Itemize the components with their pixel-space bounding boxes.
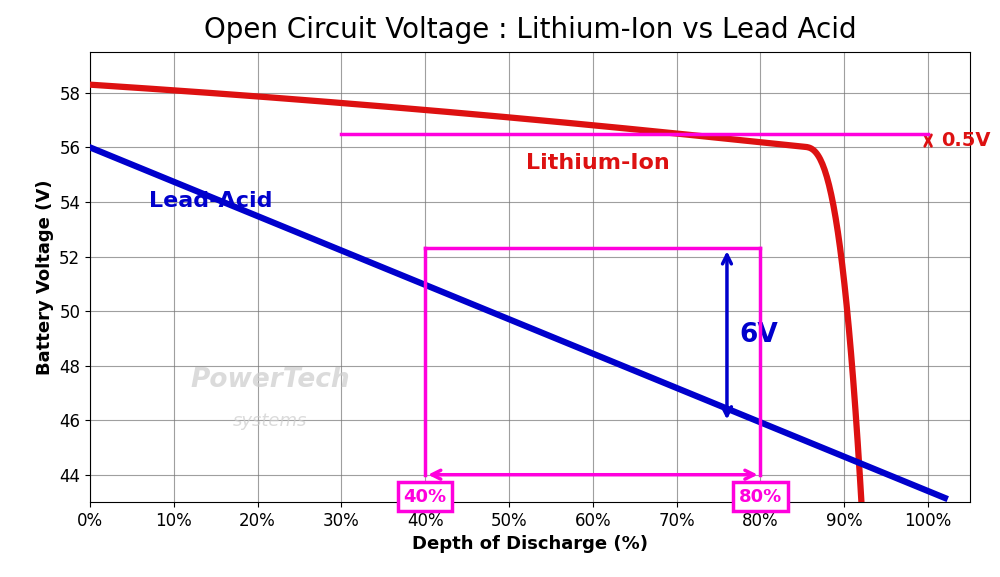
Text: systems: systems — [232, 411, 307, 430]
Text: Lead-Acid: Lead-Acid — [149, 192, 272, 211]
Text: 0.5V: 0.5V — [941, 131, 990, 150]
Text: 6V: 6V — [740, 323, 778, 349]
Text: 80%: 80% — [739, 488, 782, 505]
Text: 40%: 40% — [404, 488, 447, 505]
Y-axis label: Battery Voltage (V): Battery Voltage (V) — [36, 179, 54, 374]
Text: Lithium-Ion: Lithium-Ion — [526, 153, 670, 173]
Title: Open Circuit Voltage : Lithium-Ion vs Lead Acid: Open Circuit Voltage : Lithium-Ion vs Le… — [204, 16, 856, 44]
Text: PowerTech: PowerTech — [191, 368, 350, 394]
X-axis label: Depth of Discharge (%): Depth of Discharge (%) — [412, 535, 648, 553]
